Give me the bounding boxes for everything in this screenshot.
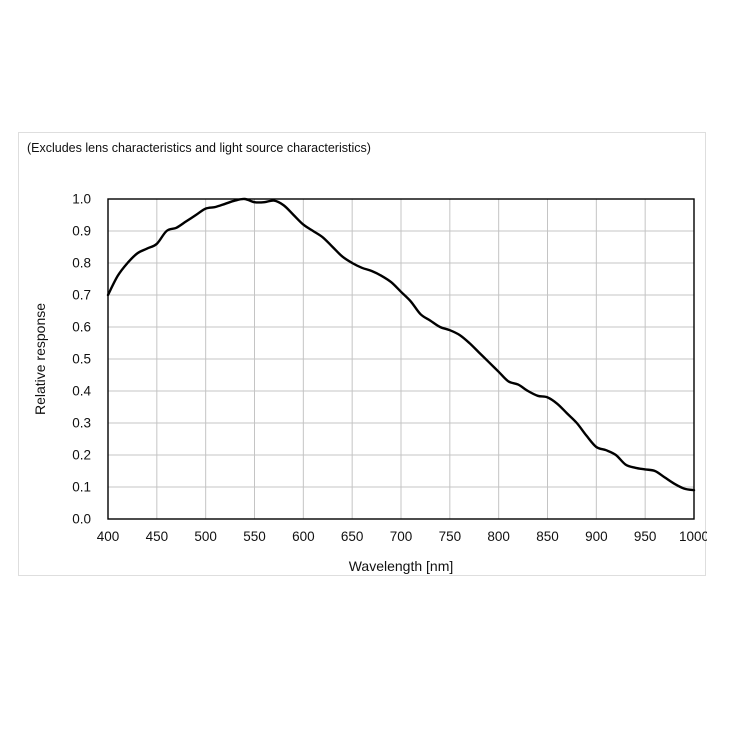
plot-frame [107,198,695,520]
y-tick-label: 0.3 [72,416,91,431]
x-axis-title: Wavelength [nm] [349,558,454,574]
series-line [106,197,696,492]
figure-panel: (Excludes lens characteristics and light… [18,132,707,576]
x-tick-label: 650 [341,529,364,544]
x-tick-label: 600 [292,529,315,544]
y-tick-label: 0.5 [72,352,91,367]
y-tick-label: 1.0 [72,192,91,207]
y-tick-label: 0.7 [72,288,91,303]
x-tick-label: 950 [634,529,657,544]
y-tick-label: 0.8 [72,256,91,271]
y-tick-label: 0.4 [72,384,91,399]
x-tick-label: 400 [97,529,120,544]
chart-note: (Excludes lens characteristics and light… [27,141,371,155]
x-tick-label: 850 [536,529,559,544]
response-chart: 400 450 500 550 600 650 700 750 800 850 900 950 1000… [32,192,707,575]
x-tick-label: 1000 [679,529,707,544]
x-tick-label: 500 [194,529,217,544]
x-tick-label: 450 [146,529,169,544]
y-tick-label: 0.9 [72,224,91,239]
x-tick-label: 800 [487,529,510,544]
x-tick-label: 900 [585,529,608,544]
x-tick-label: 750 [439,529,462,544]
x-tick-label: 700 [390,529,413,544]
x-tick-label: 550 [243,529,266,544]
y-tick-label: 0.2 [72,448,91,463]
y-tick-label: 0.1 [72,480,91,495]
y-tick-label: 0.6 [72,320,91,335]
y-axis-title: Relative response [32,303,48,415]
y-tick-label: 0.0 [72,512,91,527]
